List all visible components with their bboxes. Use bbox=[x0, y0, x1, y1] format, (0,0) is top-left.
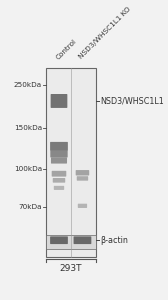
FancyBboxPatch shape bbox=[50, 150, 68, 158]
Text: 250kDa: 250kDa bbox=[14, 82, 42, 88]
FancyBboxPatch shape bbox=[51, 94, 67, 108]
Text: β-actin: β-actin bbox=[100, 236, 128, 245]
Text: Control: Control bbox=[55, 38, 77, 60]
FancyBboxPatch shape bbox=[54, 186, 64, 190]
Bar bbox=[46, 235, 96, 249]
FancyBboxPatch shape bbox=[51, 158, 67, 164]
FancyBboxPatch shape bbox=[77, 176, 88, 181]
FancyBboxPatch shape bbox=[50, 142, 68, 151]
Text: NSD3/WHSC1L1: NSD3/WHSC1L1 bbox=[100, 97, 164, 106]
FancyBboxPatch shape bbox=[53, 178, 65, 183]
Text: NSD3/WHSC1L1 KO: NSD3/WHSC1L1 KO bbox=[78, 6, 132, 60]
Text: 150kDa: 150kDa bbox=[14, 125, 42, 131]
FancyBboxPatch shape bbox=[78, 204, 87, 208]
Bar bbox=[46, 68, 96, 257]
Text: 70kDa: 70kDa bbox=[18, 204, 42, 210]
FancyBboxPatch shape bbox=[74, 236, 91, 244]
FancyBboxPatch shape bbox=[50, 236, 68, 244]
FancyBboxPatch shape bbox=[76, 170, 89, 176]
FancyBboxPatch shape bbox=[52, 171, 66, 177]
Text: 293T: 293T bbox=[60, 264, 82, 273]
Text: 100kDa: 100kDa bbox=[14, 166, 42, 172]
